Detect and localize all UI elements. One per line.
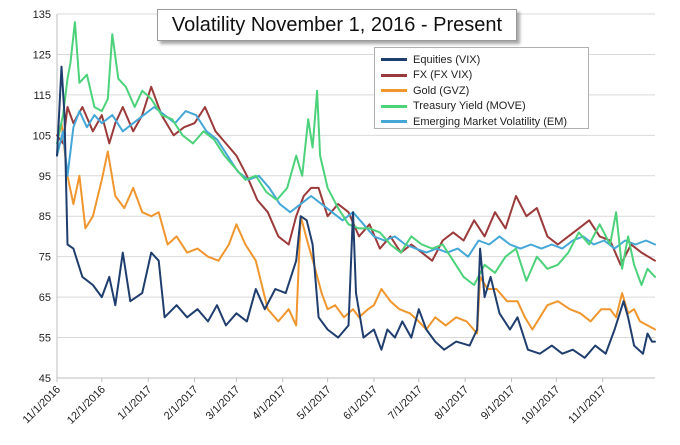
series-line-4	[56, 106, 656, 258]
legend-item: FX (FX VIX)	[381, 68, 582, 84]
legend-label: Emerging Market Volatility (EM)	[413, 115, 568, 128]
y-tick-label: 135	[33, 9, 51, 21]
y-axis-ticks: 45 55 65 75 85 95 105 115 125 135	[33, 9, 51, 385]
x-tick-label: 7/1/2017	[386, 384, 425, 423]
y-tick-label: 55	[39, 333, 51, 345]
chart-legend: Equities (VIX) FX (FX VIX) Gold (GVZ) Treas…	[374, 47, 589, 129]
chart-title-box: Volatility November 1, 2016 - Present	[157, 9, 517, 41]
legend-label: Gold (GVZ)	[413, 84, 470, 97]
x-tick-label: 11/1/2017	[566, 384, 609, 427]
y-tick-label: 85	[39, 211, 51, 223]
y-tick-label: 65	[39, 292, 51, 304]
legend-item: Equities (VIX)	[381, 52, 582, 68]
series-line-1	[56, 85, 656, 266]
x-tick-label: 11/1/2016	[21, 384, 64, 427]
y-tick-label: 45	[39, 373, 51, 385]
x-tick-label: 8/1/2017	[432, 384, 471, 423]
legend-label: FX (FX VIX)	[413, 69, 473, 82]
x-tick-label: 9/1/2017	[479, 384, 518, 423]
x-tick-label: 1/1/2017	[116, 384, 155, 423]
legend-item: Emerging Market Volatility (EM)	[381, 114, 582, 130]
y-tick-label: 95	[39, 171, 51, 183]
series-line-0	[56, 65, 656, 359]
legend-swatch	[381, 58, 407, 62]
legend-label: Equities (VIX)	[413, 53, 481, 66]
series-lines	[56, 21, 656, 359]
y-tick-label: 115	[33, 90, 51, 102]
x-tick-label: 3/1/2017	[204, 384, 243, 423]
legend-swatch	[381, 104, 407, 108]
legend-item: Treasury Yield (MOVE)	[381, 99, 582, 115]
series-line-3	[56, 21, 656, 286]
legend-item: Gold (GVZ)	[381, 83, 582, 99]
x-tick-label: 5/1/2017	[295, 384, 334, 423]
legend-label: Treasury Yield (MOVE)	[413, 100, 526, 113]
legend-swatch	[381, 120, 407, 124]
y-tick-label: 125	[33, 49, 51, 61]
y-tick-label: 75	[39, 252, 51, 264]
x-tick-label: 10/1/2017	[519, 384, 562, 427]
x-tick-label: 4/1/2017	[250, 384, 289, 423]
x-tick-label: 12/1/2016	[65, 384, 108, 427]
legend-swatch	[381, 89, 407, 93]
x-axis-ticks: 11/1/2016 12/1/2016 1/1/2017 2/1/2017 3/1/20…	[21, 378, 609, 427]
x-tick-label: 6/1/2017	[341, 384, 380, 423]
y-tick-label: 105	[33, 130, 51, 142]
legend-swatch	[381, 73, 407, 77]
series-line-2	[56, 122, 656, 335]
chart-title: Volatility November 1, 2016 - Present	[171, 13, 503, 36]
x-tick-label: 2/1/2017	[162, 384, 201, 423]
